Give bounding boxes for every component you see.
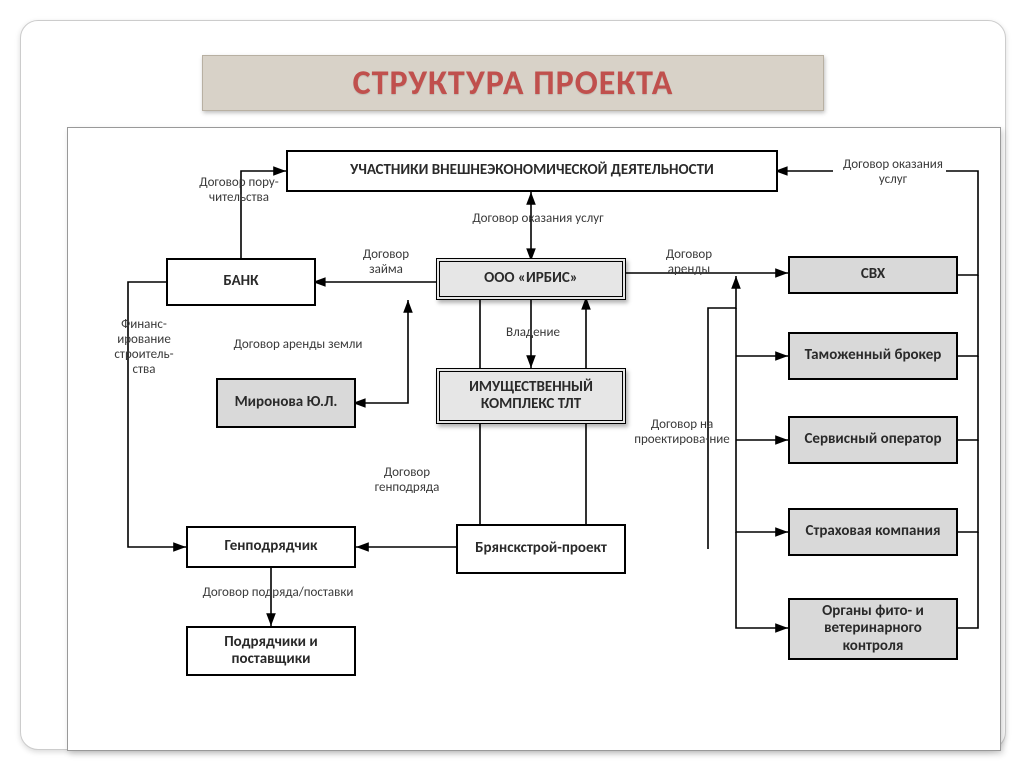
edge: [708, 276, 736, 549]
node-bsp: Брянскстрой-проект: [456, 524, 626, 574]
node-gen: Генподрядчик: [186, 526, 356, 568]
node-bank: БАНК: [166, 258, 316, 306]
node-broker: Таможенный брокер: [788, 332, 958, 380]
edge: [958, 356, 978, 440]
edge-label: Договор оказания услуг: [838, 158, 948, 188]
edge-label: Договор займа: [346, 248, 426, 278]
node-svh: СВХ: [788, 256, 958, 294]
node-tlt: ИМУЩЕСТВЕННЫЙ КОМПЛЕКС ТЛТ: [436, 368, 626, 424]
edge-label: Договор на проектирова-ние: [632, 418, 732, 448]
edge-label: Договор подряда/поставки: [178, 586, 378, 601]
node-suppl: Подрядчики и поставщики: [186, 626, 356, 676]
edge-label: Владение: [498, 326, 568, 341]
edge-label: Финанс-ирование строитель-ства: [104, 318, 184, 378]
edge: [958, 440, 978, 532]
slide-frame: СТРУКТУРА ПРОЕКТА УЧАСТНИКИ ВНЕШНЕЭКОНОМ…: [20, 20, 1006, 750]
node-phyto: Органы фито- и ветеринарного контроля: [788, 598, 958, 660]
edge-label: Договор оказания услуг: [438, 212, 638, 227]
edge-label: Договор аренды земли: [218, 338, 378, 353]
edge: [586, 300, 626, 549]
edge-label: Договор пору-чительства: [184, 176, 294, 206]
node-service: Сервисный оператор: [788, 416, 958, 464]
node-ved: УЧАСТНИКИ ВНЕШНЕЭКОНОМИЧЕСКОЙ ДЕЯТЕЛЬНОС…: [286, 150, 778, 192]
node-insur: Страховая компания: [788, 508, 958, 556]
node-irbis: ООО «ИРБИС»: [436, 258, 626, 300]
edge: [958, 275, 978, 356]
title-box: СТРУКТУРА ПРОЕКТА: [202, 55, 824, 111]
edge-label: Договор генподряда: [352, 466, 462, 496]
edge-label: Договор аренды: [644, 248, 734, 278]
edge: [736, 308, 788, 532]
edge: [958, 532, 978, 628]
edge: [736, 532, 788, 628]
node-mironova: Миронова Ю.Л.: [216, 378, 356, 428]
title-text: СТРУКТУРА ПРОЕКТА: [353, 63, 674, 104]
diagram-frame: УЧАСТНИКИ ВНЕШНЕЭКОНОМИЧЕСКОЙ ДЕЯТЕЛЬНОС…: [67, 127, 1001, 751]
